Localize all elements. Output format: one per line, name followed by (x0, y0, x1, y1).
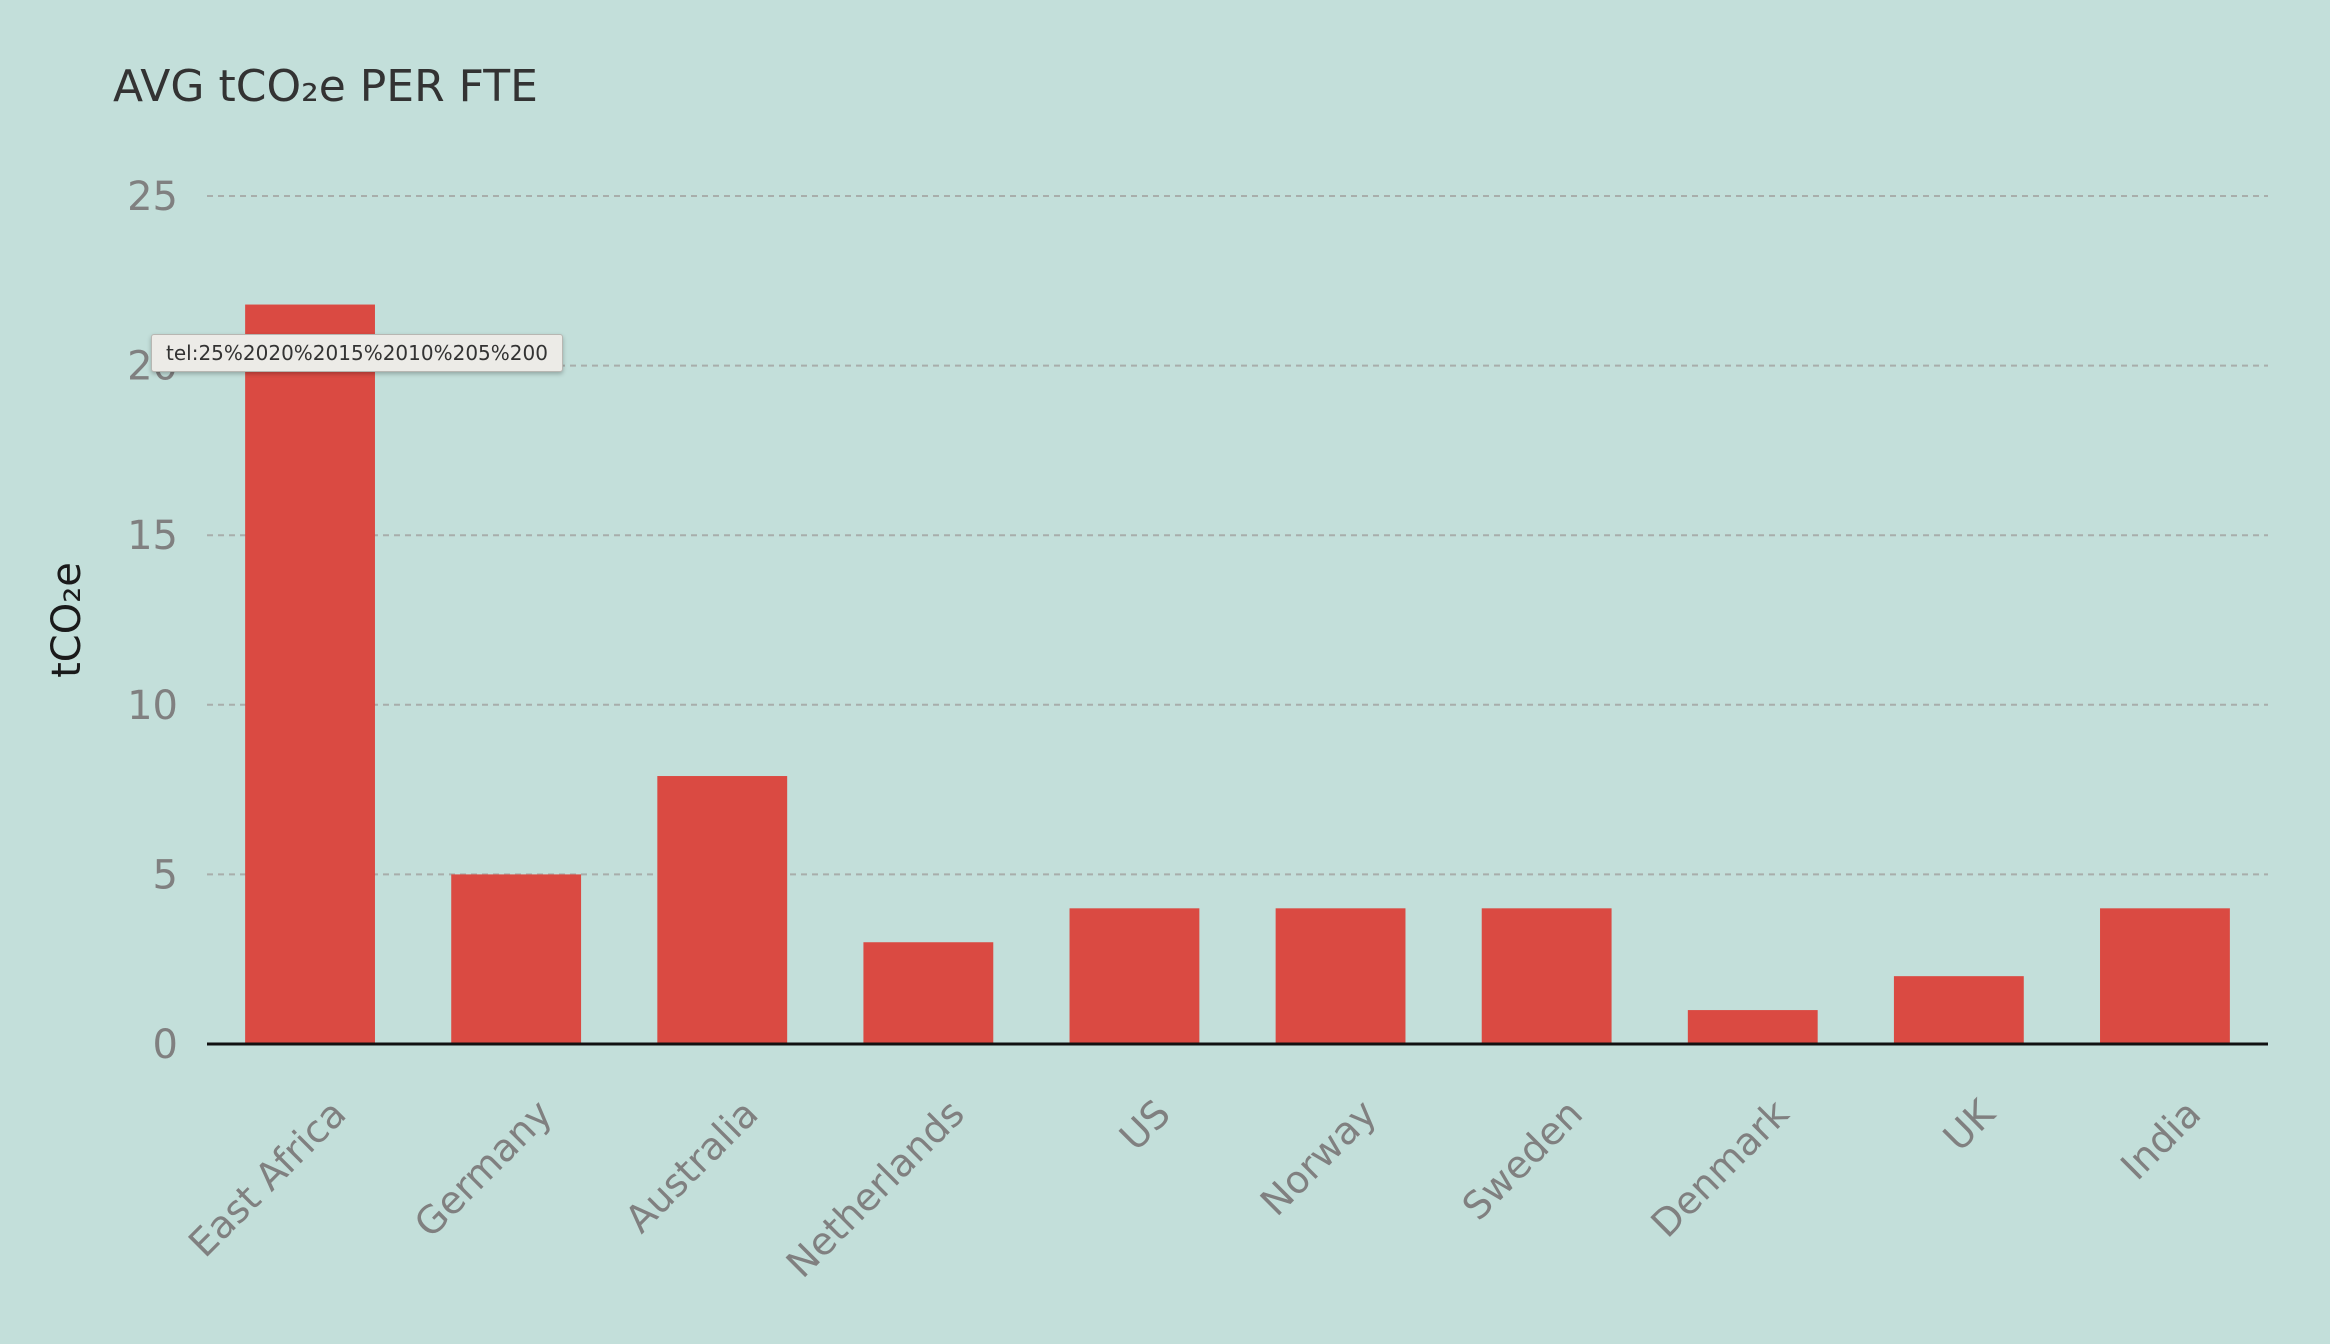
y-axis-label: tCO₂e (44, 562, 90, 678)
chart-title: AVG tCO₂e PER FTE (113, 61, 538, 112)
bar-netherlands[interactable] (863, 942, 994, 1044)
bar-denmark[interactable] (1687, 1010, 1818, 1044)
y-tick-label-5: 25 (127, 174, 178, 220)
bar-australia[interactable] (657, 776, 788, 1044)
bar-east-africa[interactable] (245, 304, 375, 1044)
bar-india[interactable] (2100, 908, 2230, 1044)
y-tick-label-0: 0 (153, 1022, 178, 1068)
bar-germany[interactable] (451, 874, 582, 1044)
y-tick-label-2: 10 (127, 683, 178, 729)
bar-us[interactable] (1069, 908, 1200, 1044)
bar-sweden[interactable] (1481, 908, 1612, 1044)
bars (245, 304, 2230, 1044)
hover-tooltip: tel:25%2020%2015%2010%205%200 (151, 334, 563, 372)
bar-norway[interactable] (1275, 908, 1406, 1044)
y-tick-labels: 0510152025 (127, 174, 178, 1068)
y-tick-label-1: 5 (153, 852, 178, 898)
bar-uk[interactable] (1893, 976, 2024, 1044)
y-tick-label-3: 15 (127, 513, 178, 559)
